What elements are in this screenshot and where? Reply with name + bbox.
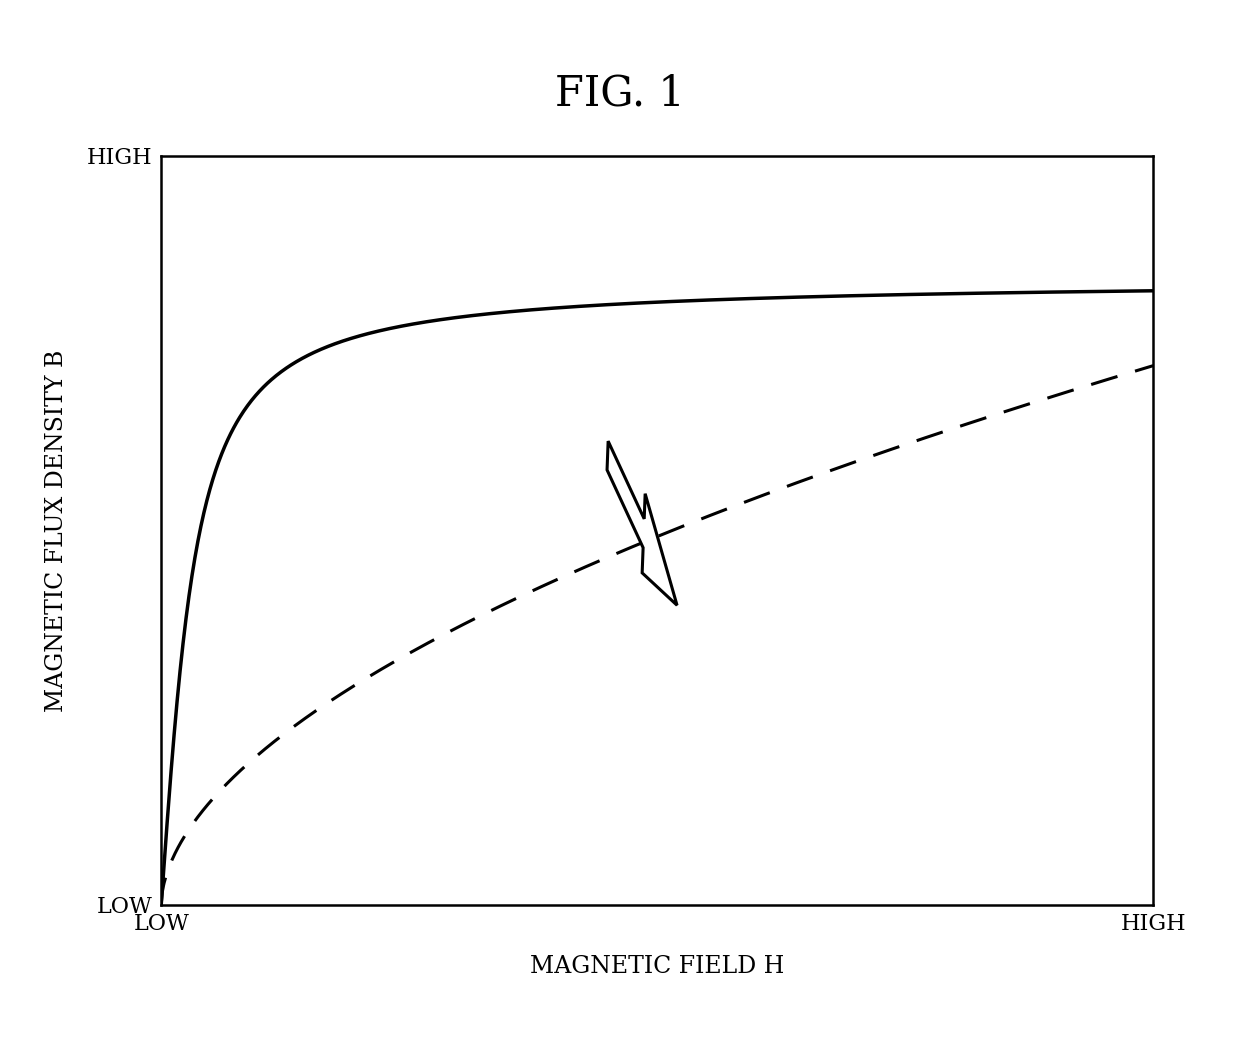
- FancyArrow shape: [608, 441, 677, 605]
- Y-axis label: MAGNETIC FLUX DENSITY B: MAGNETIC FLUX DENSITY B: [45, 349, 68, 711]
- X-axis label: MAGNETIC FIELD H: MAGNETIC FIELD H: [529, 955, 785, 978]
- Text: FIG. 1: FIG. 1: [556, 73, 684, 114]
